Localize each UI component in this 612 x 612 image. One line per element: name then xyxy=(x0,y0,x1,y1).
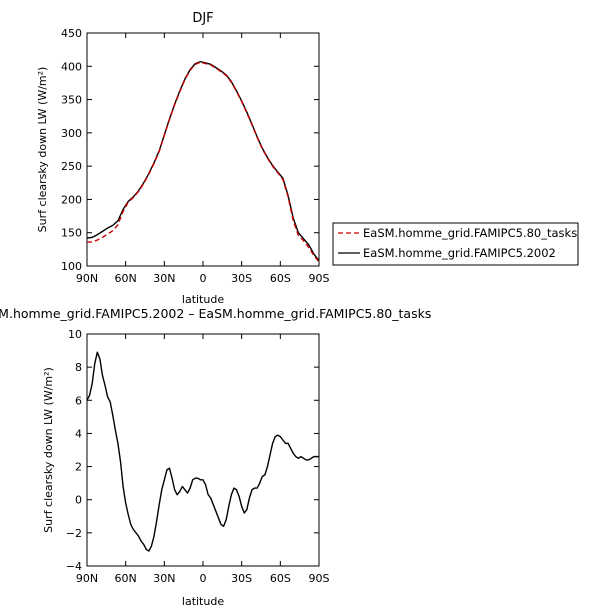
top-x-axis-label: latitude xyxy=(182,293,224,306)
top-y-tick-label: 350 xyxy=(61,94,82,107)
top-series-lines xyxy=(86,60,320,263)
bottom-series-line-0 xyxy=(86,351,319,552)
top-series-line-1 xyxy=(87,61,320,263)
top-y-tick-label: 400 xyxy=(61,60,82,73)
bottom-x-tick-label: 90N xyxy=(76,572,98,585)
top-x-tick-label: 60N xyxy=(115,272,137,285)
bottom-x-tick-label: 60S xyxy=(270,572,291,585)
legend-label-2002: EaSM.homme_grid.FAMIPC5.2002 xyxy=(363,246,556,260)
top-x-tick-label: 90S xyxy=(309,272,330,285)
top-series-line-0 xyxy=(86,60,320,262)
bottom-line-chart: EaSM.homme_grid.FAMIPC5.2002 – EaSM.homm… xyxy=(0,306,431,608)
top-axis-ticks: 90N 60N 30N 0 30S 60S 90S 100 150 200 250 300 350 400… xyxy=(61,27,330,285)
legend: EaSM.homme_grid.FAMIPC5.80_tasks EaSM.ho… xyxy=(332,222,579,266)
top-y-tick-label: 100 xyxy=(61,260,82,273)
top-y-axis-label: Surf clearsky down LW (W/m²) xyxy=(36,67,49,233)
bottom-y-tick-label: 10 xyxy=(68,328,82,341)
top-y-tick-label: 150 xyxy=(61,227,82,240)
bottom-x-tick-label: 30S xyxy=(231,572,252,585)
bottom-plot-frame xyxy=(86,333,320,567)
bottom-y-tick-label: −4 xyxy=(66,560,82,573)
top-plot-frame xyxy=(86,32,320,267)
bottom-y-tick-label: 2 xyxy=(75,461,82,474)
top-x-tick-label: 30S xyxy=(231,272,252,285)
top-y-tick-label: 300 xyxy=(61,127,82,140)
top-y-tick-label: 450 xyxy=(61,27,82,40)
bottom-x-tick-label: 90S xyxy=(309,572,330,585)
top-y-tick-label: 200 xyxy=(61,193,82,206)
bottom-y-tick-label: 0 xyxy=(75,494,82,507)
bottom-y-axis-label: Surf clearsky down LW (W/m²) xyxy=(42,367,55,533)
legend-box xyxy=(332,222,579,266)
bottom-axis-ticks: 90N 60N 30N 0 30S 60S 90S −4 −2 0 2 4 6 8 10 xyxy=(66,328,330,585)
bottom-x-axis-label: latitude xyxy=(182,595,224,608)
bottom-y-tick-label: 8 xyxy=(75,361,82,374)
top-x-tick-label: 90N xyxy=(76,272,98,285)
bottom-y-tick-label: −2 xyxy=(66,527,82,540)
top-x-tick-label: 60S xyxy=(270,272,291,285)
legend-label-80-tasks: EaSM.homme_grid.FAMIPC5.80_tasks xyxy=(363,226,577,240)
bottom-x-tick-label: 0 xyxy=(200,572,207,585)
top-chart-title: DJF xyxy=(192,11,213,26)
bottom-chart-title: EaSM.homme_grid.FAMIPC5.2002 – EaSM.homm… xyxy=(0,306,431,321)
top-y-tick-label: 250 xyxy=(61,160,82,173)
top-line-chart: DJF latitude Surf clearsky down LW (W/m²… xyxy=(36,11,330,306)
top-x-tick-label: 30N xyxy=(153,272,175,285)
bottom-x-tick-label: 30N xyxy=(153,572,175,585)
bottom-y-tick-label: 4 xyxy=(75,427,82,440)
bottom-x-tick-label: 60N xyxy=(115,572,137,585)
top-x-tick-label: 0 xyxy=(200,272,207,285)
bottom-y-tick-label: 6 xyxy=(75,394,82,407)
bottom-series-lines xyxy=(86,351,319,552)
